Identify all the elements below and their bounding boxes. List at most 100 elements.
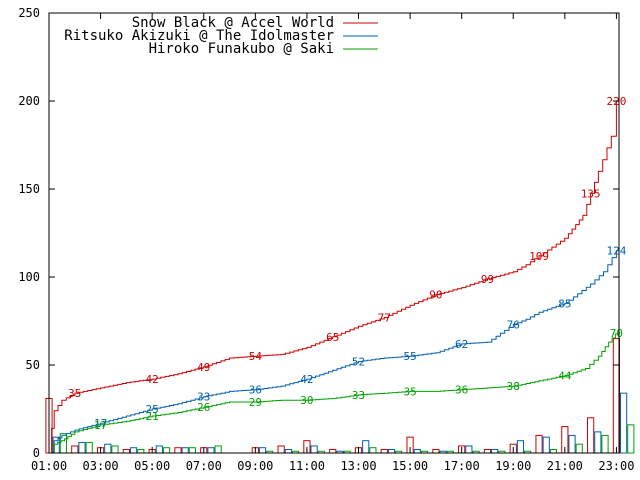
y-tick-label: 50 [26,358,40,372]
hourly-bar [71,445,79,454]
data-label: 21 [146,410,159,423]
x-tick-label: 07:00 [186,459,222,473]
y-tick-label: 100 [18,270,40,284]
data-label: 25 [146,403,159,416]
data-label: 124 [606,245,626,258]
data-label: 30 [300,394,313,407]
data-label: 35 [403,385,416,398]
hourly-bar [465,445,473,454]
hourly-bar [535,434,543,454]
hourly-bar [413,448,421,454]
hourly-bar [78,441,86,454]
hourly-bar [620,392,628,454]
series-line [49,65,620,454]
data-label: 38 [507,380,520,393]
data-label: 49 [197,361,210,374]
hourly-bar [542,436,550,454]
data-label: 44 [558,370,572,383]
hourly-bar [207,447,215,454]
data-label: 42 [300,373,313,386]
hourly-bar [549,448,558,454]
hourly-bar [181,447,189,454]
hourly-bar [122,448,130,454]
hourly-bars [45,338,635,454]
hourly-bar [601,434,609,454]
x-tick-label: 09:00 [237,459,273,473]
hourly-bar [277,445,285,454]
hourly-bar [627,424,635,454]
hourly-bar [575,443,583,454]
hourly-bar [587,417,595,454]
hourly-bar [85,441,93,454]
x-axis: 01:00 03:00 05:00 07:00 09:00 11:00 13:00 15:00… [31,13,634,473]
legend-entry-label: Snow Black @ Accel World [132,15,334,31]
x-tick-label: 15:00 [392,459,428,473]
data-label: 29 [249,396,262,409]
data-label: 135 [581,187,601,200]
hourly-bar [214,445,222,454]
y-tick-label: 250 [18,6,40,20]
x-tick-label: 01:00 [31,459,67,473]
hourly-bar [380,448,388,454]
hourly-bar [137,448,145,454]
hourly-bar [369,447,377,454]
x-tick-label: 17:00 [444,459,480,473]
data-label: 85 [558,297,571,310]
y-tick-label: 200 [18,94,40,108]
hourly-bar [111,445,119,454]
data-label: 76 [507,319,520,332]
data-label: 52 [352,355,365,368]
data-label: 33 [352,389,365,402]
hourly-bar [483,448,492,454]
x-tick-label: 11:00 [289,459,325,473]
hourly-bar [387,448,396,454]
data-label: 54 [249,350,263,363]
hourly-bar [516,440,525,454]
series-line [49,234,620,454]
hourly-bar [188,447,196,454]
data-label: 62 [455,338,468,351]
y-axis: 0 50 100 150 200 250 [18,6,619,460]
data-label: 17 [94,419,107,432]
hourly-bar [362,440,370,454]
data-label: 26 [197,401,210,414]
hourly-bar [329,448,337,454]
hourly-bar [174,447,182,454]
cumulative-lines [49,65,620,454]
data-label: 65 [326,331,339,344]
data-label: 99 [481,273,494,286]
hourly-bar [104,443,112,454]
data-label: 17 [94,417,107,430]
data-label: 36 [249,384,262,397]
hourly-bar [59,433,67,454]
hourly-bar [594,431,602,454]
y-tick-label: 150 [18,182,40,196]
hourly-bar [162,447,171,454]
hourly-bar [568,434,576,454]
legend-entry-label: Ritsuko Akizuki @ The Idolmaster [64,28,334,44]
legend-entry-label: Hiroko Funakubo @ Saki [149,41,334,57]
hourly-bar [129,447,138,454]
data-label: 36 [455,384,468,397]
hourly-bar [155,445,163,454]
data-label: 35 [68,387,81,400]
x-tick-label: 21:00 [547,459,583,473]
data-label: 33 [197,391,210,404]
hourly-bar [284,448,292,454]
hourly-bar [491,448,499,454]
data-label: 109 [529,250,549,263]
hourly-bar [310,445,318,454]
x-tick-label: 23:00 [598,459,634,473]
data-label: 90 [429,289,442,302]
series-line [49,329,620,454]
plot-frame [48,12,620,454]
x-tick-label: 05:00 [134,459,170,473]
hourly-bar [432,448,440,454]
data-label: 70 [610,327,623,340]
x-tick-label: 03:00 [83,459,119,473]
data-label: 55 [403,350,416,363]
x-tick-label: 13:00 [340,459,376,473]
